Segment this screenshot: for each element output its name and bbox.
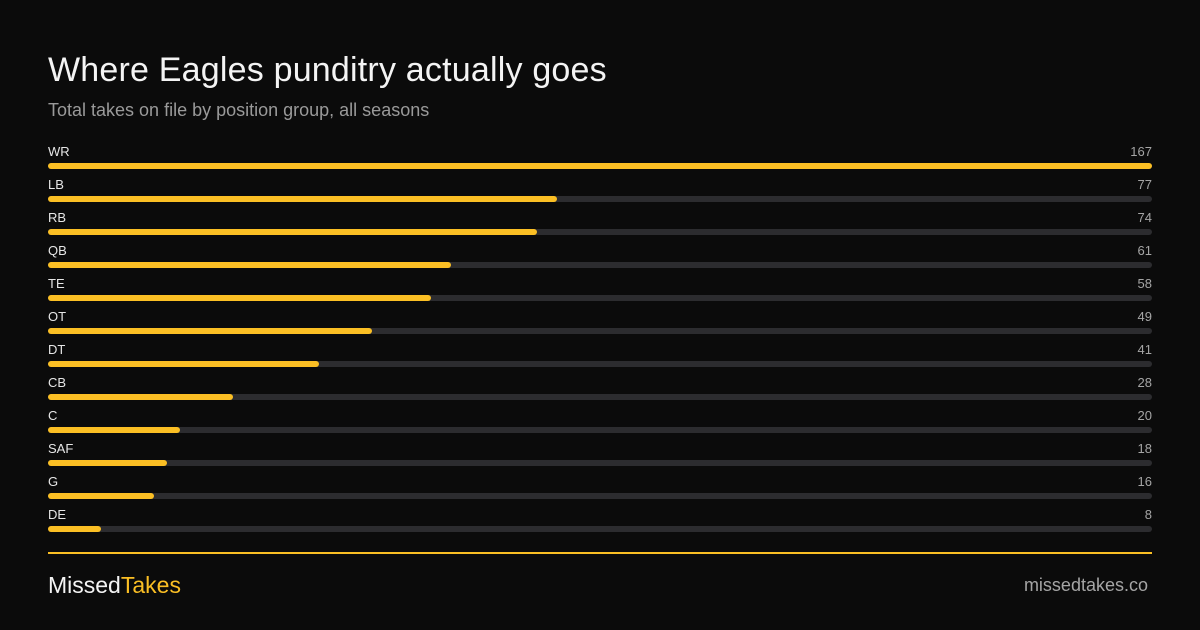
- bar-track: [48, 295, 1152, 301]
- value-label: 77: [1137, 177, 1152, 192]
- bar-fill: [48, 427, 180, 433]
- bar-track: [48, 163, 1152, 169]
- category-label: SAF: [48, 441, 74, 456]
- bar-fill: [48, 394, 233, 400]
- bar-row: TE 58: [48, 276, 1152, 309]
- bar-fill: [48, 328, 372, 334]
- category-label: C: [48, 408, 58, 423]
- brand-name-part1: Missed: [48, 572, 121, 598]
- category-label: RB: [48, 210, 67, 225]
- footer-divider: [48, 552, 1152, 554]
- bar-row: OT 49: [48, 309, 1152, 342]
- category-label: G: [48, 474, 59, 489]
- bar-row: SAF 18: [48, 441, 1152, 474]
- bar-fill: [48, 229, 537, 235]
- category-label: OT: [48, 309, 67, 324]
- bar-track: [48, 526, 1152, 532]
- bar-fill: [48, 493, 154, 499]
- bar-fill: [48, 262, 451, 268]
- bar-track: [48, 262, 1152, 268]
- bar-track: [48, 196, 1152, 202]
- bar-track: [48, 229, 1152, 235]
- bar-track: [48, 361, 1152, 367]
- bar-row: C 20: [48, 408, 1152, 441]
- value-label: 61: [1137, 243, 1152, 258]
- value-label: 8: [1144, 507, 1152, 522]
- category-label: TE: [48, 276, 65, 291]
- value-label: 18: [1137, 441, 1152, 456]
- value-label: 16: [1137, 474, 1152, 489]
- bar-row: DT 41: [48, 342, 1152, 375]
- bar-row: CB 28: [48, 375, 1152, 408]
- bar-fill: [48, 163, 1152, 169]
- category-label: CB: [48, 375, 67, 390]
- bar-row: WR 167: [48, 144, 1152, 177]
- value-label: 167: [1130, 144, 1152, 159]
- bar-chart: WR 167 LB 77 RB 74 QB 61 TE 58 OT 49 DT 41 CB 28 C 20 SAF 1…: [48, 144, 1152, 540]
- bar-fill: [48, 196, 557, 202]
- value-label: 74: [1137, 210, 1152, 225]
- category-label: WR: [48, 144, 70, 159]
- bar-row: RB 74: [48, 210, 1152, 243]
- bar-row: LB 77: [48, 177, 1152, 210]
- bar-fill: [48, 361, 319, 367]
- value-label: 28: [1137, 375, 1152, 390]
- bar-track: [48, 328, 1152, 334]
- bar-row: DE 8: [48, 507, 1152, 540]
- value-label: 49: [1137, 309, 1152, 324]
- bar-fill: [48, 526, 101, 532]
- chart-subtitle: Total takes on file by position group, a…: [48, 100, 430, 120]
- bar-track: [48, 394, 1152, 400]
- site-url: missedtakes.co: [1023, 575, 1148, 595]
- brand-logo: MissedTakes: [48, 571, 181, 599]
- brand-name-part2: Takes: [120, 572, 181, 598]
- category-label: LB: [48, 177, 64, 192]
- value-label: 20: [1137, 408, 1152, 423]
- bar-row: QB 61: [48, 243, 1152, 276]
- bar-fill: [48, 295, 431, 301]
- bar-fill: [48, 460, 167, 466]
- category-label: DE: [48, 507, 67, 522]
- bar-track: [48, 460, 1152, 466]
- category-label: DT: [48, 342, 66, 357]
- chart-title: Where Eagles punditry actually goes: [48, 51, 607, 89]
- value-label: 41: [1137, 342, 1152, 357]
- bar-track: [48, 427, 1152, 433]
- bar-row: G 16: [48, 474, 1152, 507]
- bar-track: [48, 493, 1152, 499]
- category-label: QB: [48, 243, 67, 258]
- value-label: 58: [1137, 276, 1152, 291]
